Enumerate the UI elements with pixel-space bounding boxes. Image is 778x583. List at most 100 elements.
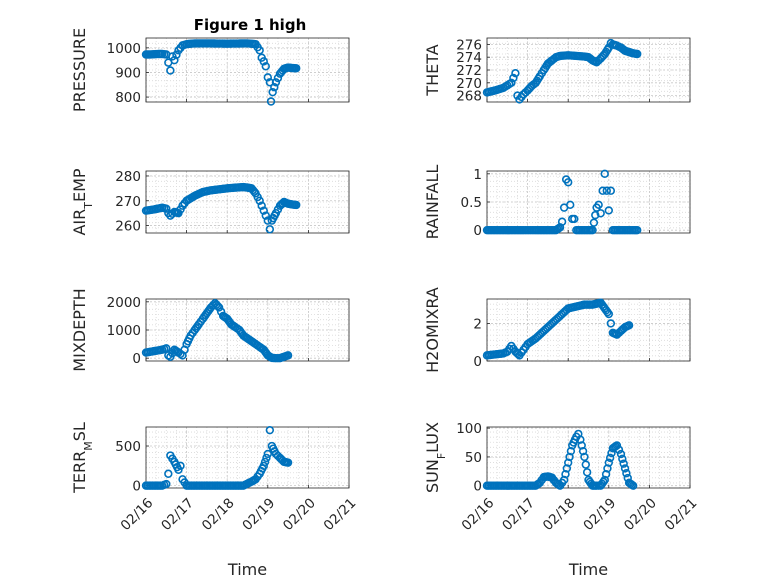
y-tick-label: 260: [115, 219, 141, 235]
y-tick-label: 270: [456, 76, 482, 92]
x-axis-label: Time: [227, 560, 267, 579]
data-point: [618, 454, 627, 464]
data-point: [604, 458, 613, 467]
x-tick-label: 02/20: [621, 495, 660, 534]
y-axis-label: MIXDEPTH: [70, 288, 89, 371]
x-tick-label: 02/21: [662, 495, 701, 534]
data-point: [261, 62, 270, 71]
data-point: [606, 319, 616, 328]
y-tick-label: 276: [456, 37, 482, 53]
data-point: [604, 309, 613, 319]
data-series: [482, 38, 642, 104]
data-point: [581, 460, 590, 469]
data-point: [270, 83, 279, 92]
data-point: [176, 461, 185, 471]
x-tick-label: 02/18: [540, 495, 579, 534]
data-point: [628, 481, 638, 490]
data-series: [141, 425, 293, 490]
data-point: [570, 214, 579, 224]
data-point: [260, 457, 270, 467]
data-point: [612, 441, 622, 450]
y-tick-label: 274: [456, 50, 482, 66]
x-tick-label: 02/16: [459, 495, 498, 534]
data-point: [255, 196, 264, 205]
data-point: [606, 186, 616, 195]
y-tick-label: 268: [456, 89, 482, 105]
x-tick-label: 02/18: [199, 495, 238, 534]
y-tick-label: 1000: [107, 41, 141, 57]
data-point: [620, 464, 630, 473]
data-point: [265, 425, 275, 435]
data-point: [214, 303, 224, 312]
y-tick-label: 280: [115, 169, 141, 185]
data-point: [563, 178, 573, 187]
data-point: [266, 97, 276, 106]
data-point: [511, 68, 520, 78]
y-axis-label: THETA: [423, 44, 442, 96]
y-axis-label: RAINFALL: [423, 165, 442, 240]
subplot-mixdepth: 0 1000 2000 MIXDEPTH: [70, 288, 350, 372]
data-point: [633, 225, 642, 235]
y-axis-label: SUNFLUX: [423, 422, 448, 493]
data-point: [255, 46, 264, 55]
y-tick-label: 1: [473, 167, 482, 183]
y-tick-label: 500: [115, 439, 141, 455]
x-tick-label: 02/20: [280, 495, 319, 534]
x-tick-label: 02/17: [499, 495, 538, 534]
data-point: [588, 225, 597, 235]
y-tick-label: 270: [115, 194, 141, 210]
y-axis-label: AIRTEMP: [70, 168, 95, 235]
data-point: [262, 453, 271, 463]
subplot-air-temp: 260 270 280 AIRTEMP: [70, 168, 350, 236]
data-point: [594, 200, 603, 210]
y-tick-label: 1000: [107, 323, 141, 339]
data-point: [596, 209, 605, 218]
data-point: [604, 206, 613, 215]
data-point: [283, 458, 293, 467]
y-tick-label: 50: [465, 450, 482, 466]
x-tick-label: 02/19: [580, 495, 619, 534]
subplot-rainfall: 0 0.5 1 RAINFALL: [423, 165, 691, 240]
data-point: [257, 201, 266, 210]
data-point: [619, 459, 628, 468]
data-point: [582, 468, 592, 477]
data-point: [166, 66, 175, 75]
data-series: [482, 298, 634, 360]
data-point: [589, 218, 599, 227]
axes-box: [486, 298, 691, 362]
data-point: [600, 169, 609, 179]
data-series: [141, 299, 293, 363]
y-tick-label: 2: [473, 316, 482, 332]
y-axis-label: TERRMSL: [70, 422, 95, 494]
data-point: [292, 200, 301, 210]
axes-box: [486, 426, 691, 489]
data-point: [598, 186, 607, 195]
data-series: [482, 429, 638, 490]
data-series: [141, 39, 301, 106]
data-point: [268, 87, 277, 97]
data-point: [162, 479, 171, 489]
data-point: [633, 49, 642, 59]
subplot-terr-msl: 0 500 02/16 02/17 02/18 02/19 02/20 02/21 Time TE…: [70, 422, 359, 579]
axes-box: [145, 37, 350, 103]
data-point: [263, 73, 272, 82]
data-point: [605, 453, 615, 463]
data-point: [162, 204, 171, 213]
data-point: [164, 469, 173, 478]
data-series: [482, 169, 642, 235]
subplot-h2omixra: 0 2 H2OMIXRA: [423, 287, 691, 373]
data-point: [591, 210, 600, 220]
y-tick-label: 100: [456, 421, 482, 437]
x-tick-label: 02/21: [321, 495, 360, 534]
data-point: [271, 78, 281, 87]
y-tick-label: 800: [115, 90, 141, 106]
x-tick-label: 02/17: [158, 495, 197, 534]
x-tick-label: 02/16: [118, 495, 157, 534]
y-tick-label: 0.5: [461, 195, 482, 211]
y-tick-label: 0: [473, 354, 482, 370]
data-point: [507, 78, 516, 88]
subplot-sun-flux: 0 50 100 02/16 02/17 02/18 02/19 02/20 02/21 Time…: [423, 421, 700, 579]
data-point: [616, 449, 626, 459]
